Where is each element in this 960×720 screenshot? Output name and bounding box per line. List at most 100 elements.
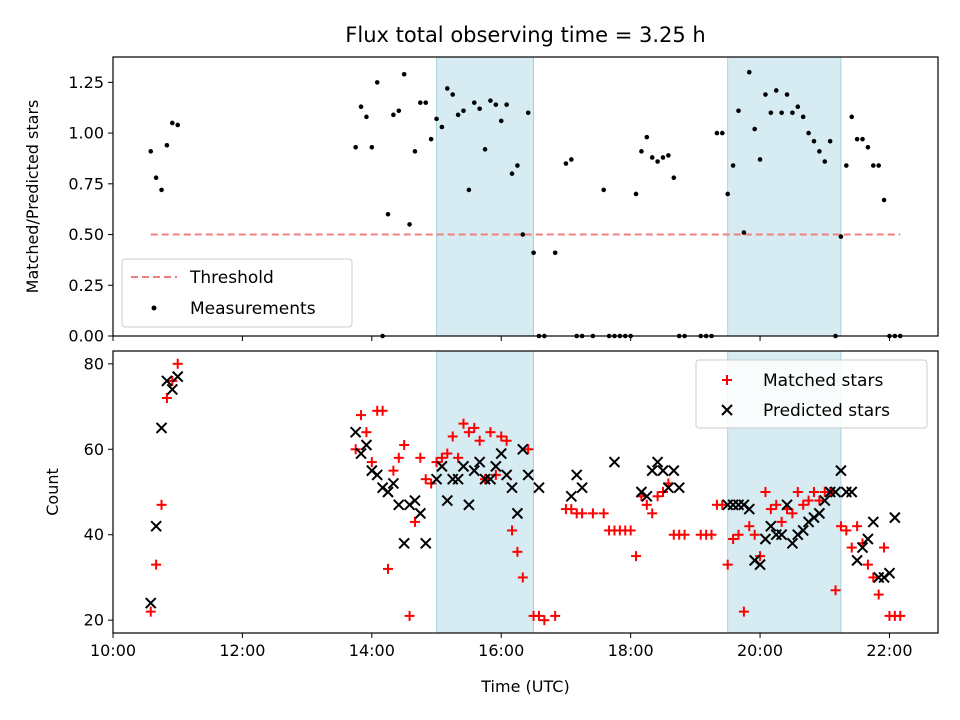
measurement-point [461, 108, 466, 114]
x-tick-label: 14:00 [349, 641, 395, 660]
measurement-point [418, 100, 423, 105]
measurement-point [531, 250, 536, 256]
legend-threshold-label: Threshold [189, 268, 274, 288]
matched-star-point [447, 431, 458, 442]
top-shaded-intervals [436, 56, 842, 337]
matched-star-point [803, 495, 814, 506]
matched-star-point [895, 610, 906, 621]
x-tick-label: 18:00 [608, 641, 654, 660]
measurement-point [644, 134, 650, 140]
x-tick-label: 16:00 [478, 641, 524, 660]
predicted-star-point [145, 597, 157, 609]
legend-measurements-label: Measurements [190, 299, 316, 319]
predicted-star-point [473, 456, 486, 468]
matched-star-point [873, 589, 884, 600]
matched-star-point [172, 358, 183, 369]
y-tick-label: 1.25 [68, 73, 104, 92]
matched-star-point [566, 504, 577, 515]
predicted-star-point [889, 511, 901, 524]
matched-star-point [415, 452, 426, 463]
measurement-point [784, 92, 790, 97]
measurement-point [822, 159, 828, 164]
matched-star-point [442, 448, 453, 459]
matched-star-point [852, 521, 863, 532]
legend-predicted-label: Predicted stars [763, 401, 890, 421]
measurement-point [639, 149, 644, 154]
measurement-point [159, 187, 164, 193]
matched-star-point [728, 534, 739, 544]
measurement-point [482, 147, 488, 152]
matched-star-point [485, 427, 496, 438]
measurement-point [655, 159, 660, 164]
matched-star-point [717, 499, 728, 510]
matched-star-point [383, 563, 393, 574]
top-y-axis-label: Matched/Predicted stars [23, 100, 42, 294]
predicted-star-point [867, 516, 880, 528]
measurement-point [806, 130, 811, 136]
matched-star-point [533, 610, 544, 621]
measurement-point [455, 112, 461, 118]
matched-star-point [641, 499, 652, 510]
matched-star-point [550, 610, 561, 621]
matched-star-point [577, 508, 588, 519]
measurement-point [428, 136, 434, 142]
predicted-star-point [862, 533, 874, 545]
measurement-point [439, 124, 445, 130]
measurement-point [741, 230, 747, 235]
predicted-star-point [646, 464, 658, 477]
matched-star-point [436, 452, 447, 463]
measurement-point [153, 175, 159, 181]
x-axis-label: Time (UTC) [480, 677, 569, 696]
measurement-point [666, 153, 671, 158]
measurement-point [396, 108, 402, 114]
measurement-point [757, 157, 763, 162]
matched-star-point [771, 499, 782, 510]
y-tick-label: 0.75 [68, 174, 104, 193]
legend-matched-label: Matched stars [763, 371, 883, 391]
measurement-point [633, 191, 639, 197]
matched-star-point [879, 542, 890, 553]
predicted-star-point [775, 529, 788, 541]
matched-star-point [679, 529, 690, 540]
top-legend-box [121, 258, 353, 328]
measurement-point [525, 110, 531, 116]
measurement-point [817, 149, 822, 154]
measurement-point [563, 161, 569, 166]
measurement-point [401, 71, 407, 77]
matched-star-point [539, 615, 550, 626]
predicted-star-point [759, 533, 772, 545]
measurement-point [649, 155, 655, 160]
measurement-point [369, 144, 375, 150]
matched-star-point [399, 440, 410, 450]
bottom-legend: Matched stars Predicted stars [695, 359, 928, 429]
x-tick-label: 22:00 [866, 641, 912, 660]
predicted-star-point [171, 370, 184, 383]
matched-star-point [846, 542, 857, 553]
measurement-point [779, 110, 784, 116]
predicted-star-point [813, 507, 826, 520]
measurement-point [838, 234, 844, 239]
measurement-point [477, 106, 482, 112]
measurement-point [730, 163, 736, 168]
legend-measurements-swatch [151, 305, 157, 311]
matched-star-point [145, 606, 156, 617]
predicted-star-point [490, 460, 502, 473]
y-tick-label: 0.25 [68, 276, 104, 295]
measurement-point [870, 163, 876, 168]
measurement-point [148, 149, 154, 154]
measurement-point [450, 92, 456, 97]
legend-predicted-swatch [721, 404, 733, 416]
matched-star-point [830, 585, 841, 596]
matched-star-point [868, 572, 879, 583]
matched-star-point [760, 487, 771, 497]
bottom-axes-ticks: 10:00 12:00 14:00 16:00 18:00 20:00 22:00 20 40 6… [84, 354, 913, 660]
predicted-star-point [829, 486, 842, 498]
matched-star-point [523, 444, 534, 455]
matched-star-point [792, 487, 803, 497]
shaded-interval [436, 56, 534, 337]
predicted-star-point [155, 422, 168, 434]
matched-star-point [631, 551, 642, 562]
matched-star-point [787, 508, 798, 519]
matched-star-point [151, 559, 162, 570]
measurement-point [725, 191, 731, 197]
